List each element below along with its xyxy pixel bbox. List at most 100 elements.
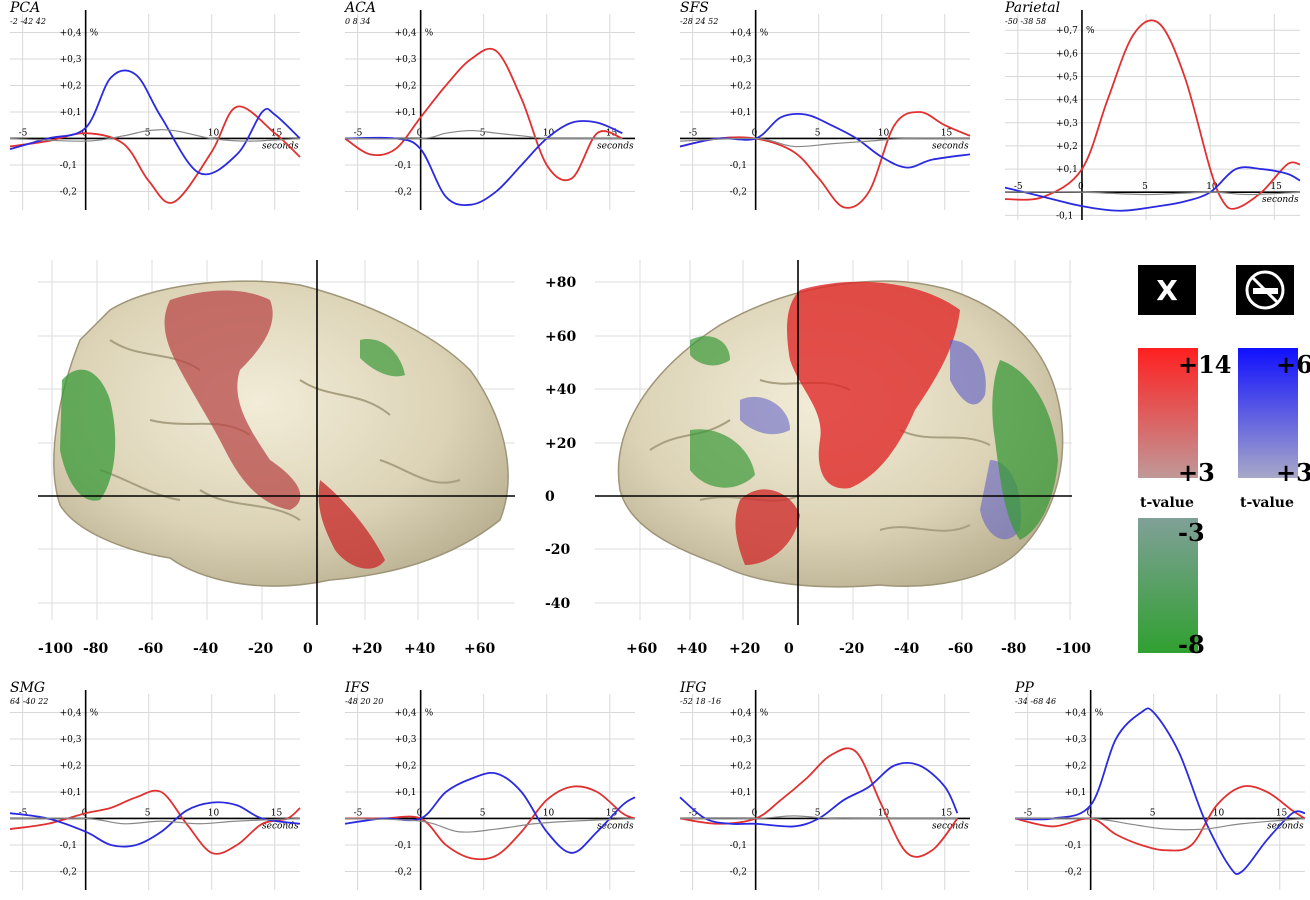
y-tick-label: -0,1	[395, 161, 412, 171]
y-tick-label: +0,2	[730, 762, 752, 772]
y-tick-label: +0,3	[1065, 735, 1087, 745]
x-axis-label: seconds	[932, 821, 969, 831]
brain-y-tick-label: +60	[545, 329, 576, 345]
y-tick-label: +0,1	[395, 788, 417, 798]
x-tick-label: -5	[689, 808, 698, 818]
plot-grid	[1015, 694, 1305, 890]
y-tick-label: -0,2	[730, 867, 747, 877]
y-tick-label: +0,3	[60, 735, 82, 745]
brain-left-x-tick-label: -20	[248, 641, 274, 657]
brain-left-x-tick-label: +20	[351, 641, 382, 657]
brain-y-tick-label: +40	[545, 382, 576, 398]
y-tick-label: -0,1	[1056, 211, 1073, 221]
brain-left-x-tick-label: -60	[138, 641, 164, 657]
plot-coordinates: -28 24 52	[680, 17, 718, 26]
x-tick-label: 15	[941, 808, 953, 818]
y-tick-label: -0,2	[395, 867, 412, 877]
brain-right-x-tick-label: +20	[729, 641, 760, 657]
x-axis-label: seconds	[1262, 195, 1299, 205]
x-tick-label: 5	[145, 808, 151, 818]
unit-label: %	[760, 709, 769, 719]
plot-grid	[680, 694, 970, 890]
green-min-label: -8	[1178, 630, 1205, 659]
left-hemisphere-brain	[53, 280, 509, 587]
series-line-1	[679, 112, 971, 169]
x-tick-label: 5	[1142, 182, 1148, 192]
x-tick-label: -5	[689, 128, 698, 138]
y-tick-label: +0,2	[395, 762, 417, 772]
x-tick-label: 15	[271, 128, 283, 138]
x-icon-label: X	[1156, 273, 1178, 307]
green-max-label: -3	[1178, 518, 1205, 547]
brain-right-x-tick-label: -100	[1056, 641, 1091, 657]
plot-grid	[10, 14, 300, 210]
x-axis-label: seconds	[262, 141, 299, 151]
plot-title: PCA	[9, 0, 40, 16]
plot-grid	[680, 14, 970, 210]
series-line-0	[1004, 19, 1301, 210]
x-tick-label: 5	[145, 128, 151, 138]
plot-grid	[345, 14, 635, 210]
brain-left-x-tick-label: -40	[193, 641, 219, 657]
plot-title: IFS	[344, 680, 370, 696]
y-tick-label: +0,4	[1056, 96, 1078, 106]
x-tick-label: -5	[1014, 182, 1023, 192]
y-tick-label: +0,1	[395, 108, 417, 118]
y-tick-label: -0,1	[730, 161, 747, 171]
y-tick-label: +0,7	[1056, 26, 1078, 36]
y-tick-label: -0,2	[1065, 867, 1082, 877]
y-tick-label: +0,2	[1065, 762, 1087, 772]
blue-colorbar	[1238, 348, 1298, 478]
plot-smg: +0,4+0,3+0,2+0,1-0,1-0,2%-5 0 5 10 15seconds…	[9, 680, 301, 890]
brain-right-x-tick-label: -80	[1001, 641, 1027, 657]
series-line-2	[344, 129, 623, 140]
y-tick-label: +0,2	[60, 82, 82, 92]
y-tick-label: +0,2	[1056, 142, 1078, 152]
y-tick-label: +0,2	[395, 82, 417, 92]
series-line-2	[9, 129, 301, 142]
y-tick-label: +0,4	[60, 29, 82, 39]
y-tick-label: +0,4	[1065, 709, 1087, 719]
x-axis-label: seconds	[262, 821, 299, 831]
plot-title: ACA	[343, 0, 376, 16]
brain-right-x-tick-label: -40	[894, 641, 920, 657]
brain-right-x-tick-label: -60	[948, 641, 974, 657]
t-value-label-right: t-value	[1240, 495, 1294, 511]
x-tick-label: 0	[752, 808, 758, 818]
y-tick-label: +0,3	[1056, 119, 1078, 129]
plot-parietal: +0,7 +0,6 +0,5 +0,4 +0,3 +0,2 +0,1 -0,1% -5 0 5 10 1…	[1004, 0, 1301, 221]
y-tick-label: +0,1	[730, 788, 752, 798]
unit-label: %	[90, 709, 99, 719]
series-line-2	[679, 815, 958, 820]
series-line-1	[344, 120, 623, 207]
plot-ifg: +0,4 +0,3 +0,2 +0,1 -0,1 -0,2% -5 0 5 10 15 seconds…	[679, 680, 970, 890]
plot-coordinates: -48 20 20	[345, 697, 383, 706]
brain-y-tick-label: 0	[545, 489, 555, 505]
y-tick-label: +0,3	[730, 735, 752, 745]
x-tick-label: 15	[1270, 182, 1282, 192]
y-tick-label: +0,4	[395, 29, 417, 39]
x-tick-label: 15	[1276, 808, 1288, 818]
x-tick-label: 10	[1206, 182, 1218, 192]
red-max-label: +14	[1178, 350, 1232, 379]
x-axis-label: seconds	[932, 141, 969, 151]
plot-grid	[10, 694, 300, 890]
x-tick-label: 10	[543, 128, 555, 138]
y-tick-label: +0,1	[60, 108, 82, 118]
unit-label: %	[1086, 26, 1095, 36]
plot-coordinates: -34 -68 46	[1015, 697, 1056, 706]
unit-label: %	[1095, 709, 1104, 719]
y-tick-label: +0,3	[60, 55, 82, 65]
x-tick-label: 5	[815, 128, 821, 138]
plot-title: PP	[1014, 680, 1034, 696]
brain-right-x-tick-label: -20	[839, 641, 865, 657]
x-tick-label: 5	[1150, 808, 1156, 818]
plot-title: SMG	[10, 680, 45, 696]
y-tick-label: -0,1	[60, 161, 77, 171]
series-line-1	[1004, 166, 1301, 212]
y-tick-label: +0,1	[60, 788, 82, 798]
brain-area: +80 +60 +40 +20 0 -20 -40 -100 -80 -60 -40 -20 0 +20 +…	[0, 230, 1310, 680]
right-hemisphere-brain	[617, 280, 1064, 588]
series-line-2	[9, 817, 301, 825]
brain-figure: +80 +60 +40 +20 0 -20 -40 -100 -80 -60 -40 -20 0 +20 +…	[38, 260, 1091, 657]
